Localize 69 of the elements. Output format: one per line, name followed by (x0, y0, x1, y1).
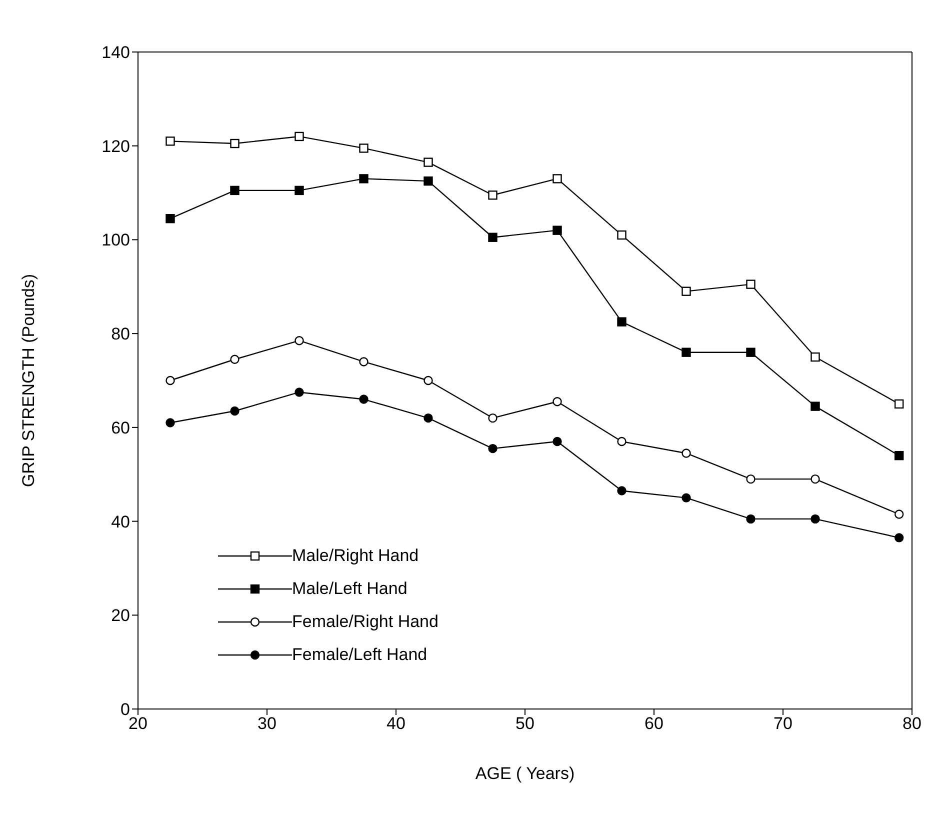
point (617, 436, 626, 446)
y-tick-label: 20 (111, 606, 130, 626)
y-tick-label: 40 (111, 512, 130, 532)
point (166, 418, 175, 428)
point (894, 533, 904, 542)
point (552, 226, 562, 235)
x-tick-label: 40 (386, 714, 406, 734)
point (552, 436, 562, 446)
point (166, 136, 175, 146)
point (424, 376, 433, 386)
point (810, 402, 820, 411)
point (294, 336, 304, 346)
point (894, 399, 904, 409)
x-tick-label: 80 (902, 714, 922, 734)
x-axis-title: AGE ( Years) (475, 764, 575, 783)
y-tick-label: 60 (111, 418, 130, 438)
point (552, 174, 562, 184)
point (488, 413, 498, 423)
y-tick-label: 80 (111, 324, 130, 344)
point (488, 232, 498, 242)
y-tick-label: 100 (102, 230, 130, 250)
point (488, 190, 498, 200)
point (682, 286, 691, 296)
legend-label: Female/Left Hand (292, 645, 428, 665)
y-tick-label: 0 (120, 700, 130, 720)
x-tick-label: 70 (774, 714, 792, 734)
point (617, 486, 626, 496)
point (424, 413, 433, 423)
point (894, 510, 904, 519)
point (166, 376, 175, 386)
point (617, 230, 626, 240)
point (294, 186, 304, 196)
legend-label: Male/Right Hand (292, 546, 419, 566)
y-axis-title: GRIP STRENGTH (Pounds) (19, 274, 38, 488)
point (810, 474, 820, 484)
point (230, 406, 240, 416)
point (230, 138, 240, 148)
point (488, 444, 498, 454)
point (359, 394, 368, 404)
point (682, 448, 691, 458)
legend-label: Female/Right Hand (292, 612, 438, 632)
y-tick-label: 140 (102, 43, 130, 62)
legend-label: Male/Left Hand (292, 579, 408, 599)
point (230, 354, 240, 364)
point (810, 352, 820, 362)
y-tick-label: 120 (102, 136, 130, 156)
point (359, 144, 368, 153)
point (746, 514, 756, 524)
x-tick-label: 30 (258, 714, 276, 734)
point (810, 514, 820, 524)
point (746, 474, 756, 484)
point (552, 397, 562, 406)
point (617, 317, 626, 326)
point (424, 158, 433, 167)
x-tick-label: 50 (516, 714, 534, 734)
point (424, 176, 433, 186)
point (682, 493, 691, 502)
point (166, 214, 175, 224)
point (294, 388, 304, 397)
point (682, 348, 691, 357)
point (746, 348, 756, 357)
point (359, 357, 368, 366)
point (230, 186, 240, 196)
point (294, 132, 304, 142)
x-tick-label: 20 (128, 714, 148, 734)
point (359, 174, 368, 184)
point (894, 450, 904, 460)
point (746, 280, 756, 289)
x-tick-label: 60 (644, 714, 664, 734)
